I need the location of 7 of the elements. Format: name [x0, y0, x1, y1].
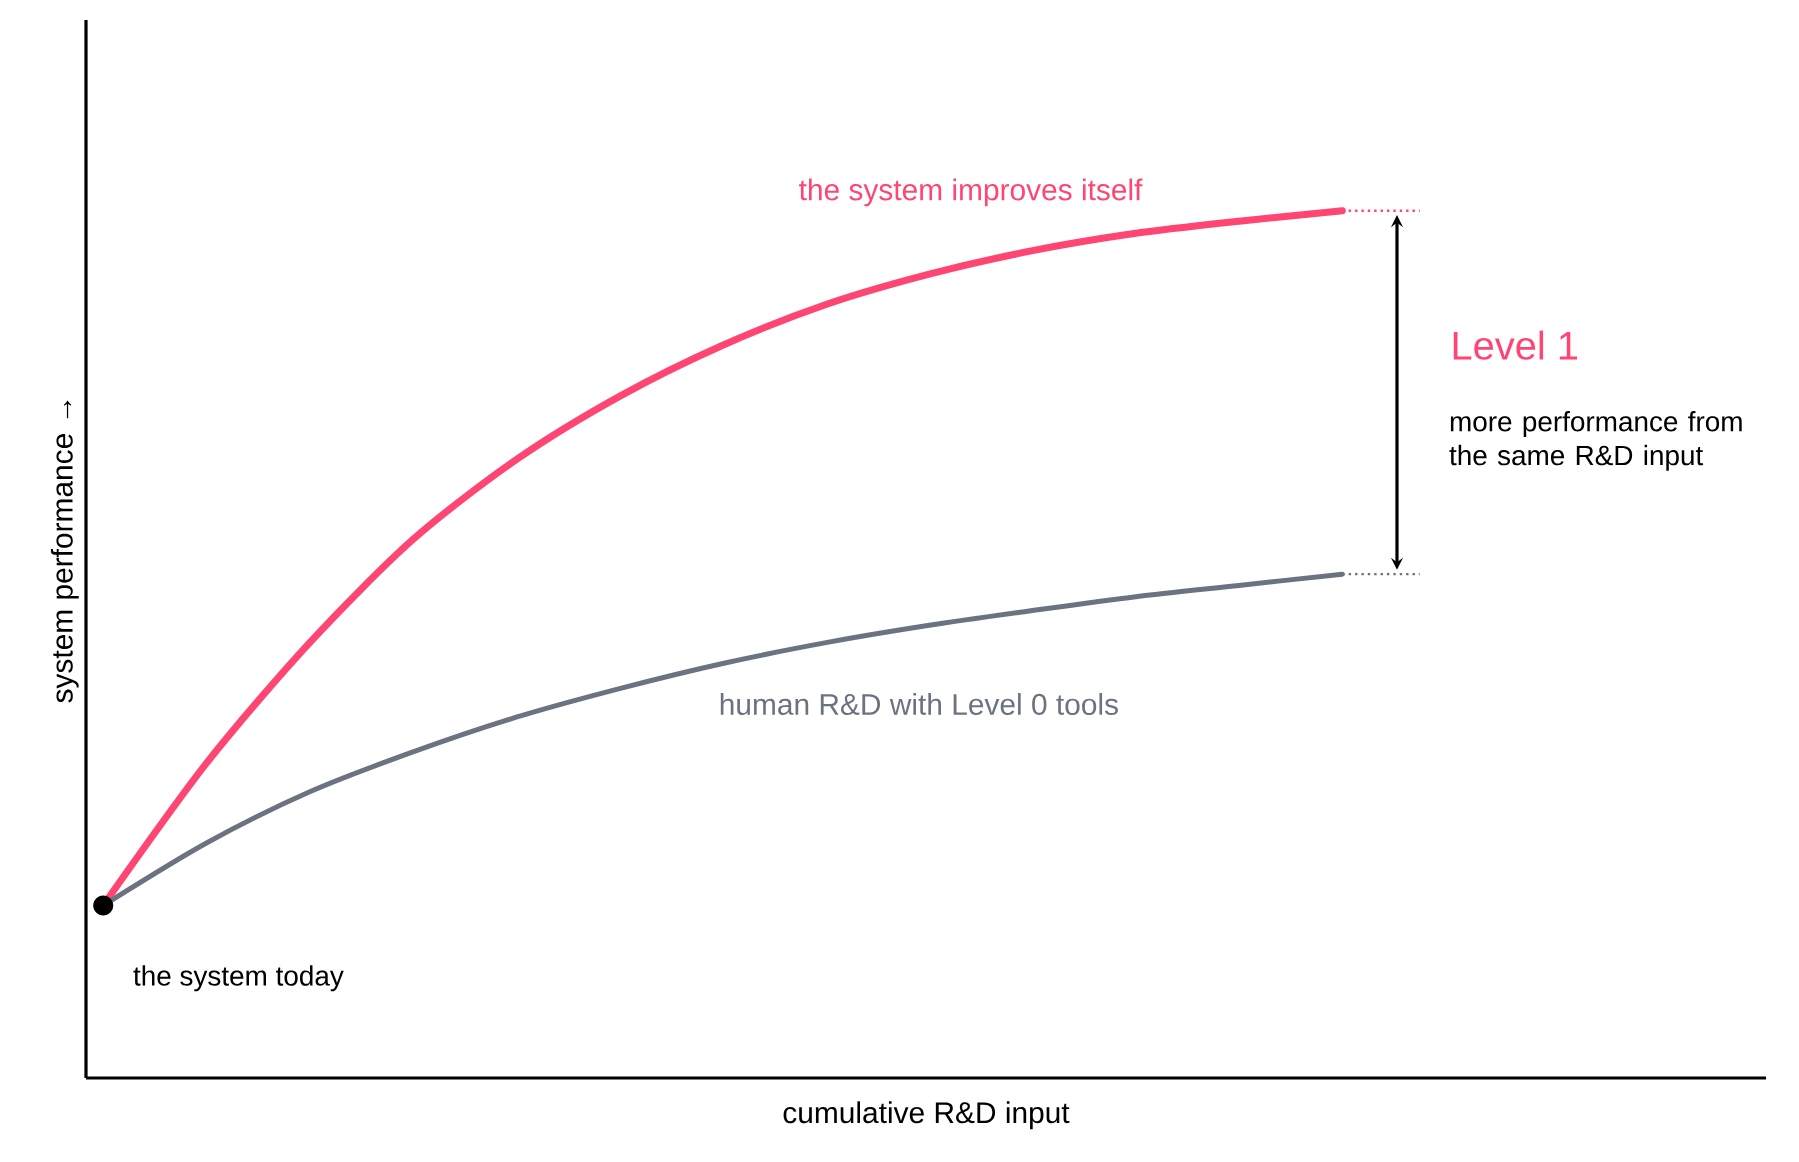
y-axis-title: system performance →: [50, 400, 79, 703]
x-axis-title: cumulative R&D input: [783, 1101, 1070, 1130]
series-label: human R&D with Level 0 tools: [720, 693, 1118, 715]
series-label: the system improves itself: [799, 178, 1143, 207]
text: Level 1: [1453, 330, 1577, 360]
text: more performance from the same R&D input: [1449, 411, 1742, 471]
annotation: the system today: [133, 965, 344, 992]
